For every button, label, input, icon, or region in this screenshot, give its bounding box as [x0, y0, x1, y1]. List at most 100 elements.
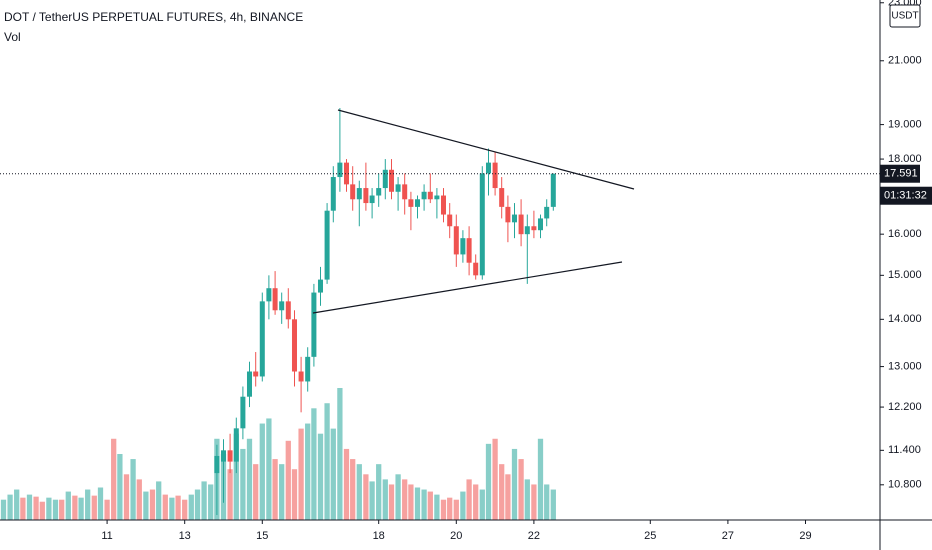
volume-bar: [408, 484, 414, 520]
y-tick-label: 23.000: [888, 0, 922, 9]
candle-body: [382, 169, 388, 189]
volume-bar: [208, 484, 214, 520]
volume-bar: [305, 423, 311, 520]
volume-bar: [123, 474, 130, 520]
countdown: 01:31:32: [884, 190, 927, 202]
candle-body: [440, 195, 446, 215]
volume-bar: [130, 459, 136, 520]
volume-bar: [369, 481, 375, 520]
candle-body: [408, 199, 414, 207]
x-tick-label: 22: [528, 530, 540, 542]
candle-body: [343, 162, 349, 185]
volume-bar: [531, 484, 537, 520]
candle-body: [376, 188, 382, 196]
candle-body: [369, 195, 375, 204]
volume-bar: [544, 484, 550, 520]
volume-bar: [162, 494, 168, 520]
volume-bar: [85, 489, 91, 520]
volume-bar: [447, 497, 453, 520]
candle-body: [537, 218, 544, 231]
candle-body: [485, 162, 492, 174]
volume-bar: [395, 474, 401, 520]
candle-body: [531, 226, 537, 231]
countdown-box: [880, 186, 932, 205]
volume-bar: [434, 494, 440, 520]
volume-bar: [117, 454, 123, 520]
candle-body: [460, 238, 466, 255]
volume-bar: [111, 438, 117, 520]
volume-bar: [233, 433, 239, 520]
volume-bar: [466, 479, 472, 520]
candle-body: [427, 191, 433, 200]
volume-bar: [492, 438, 498, 520]
candle-body: [363, 188, 369, 204]
volume-bar: [253, 464, 259, 520]
y-tick-label: 11.400: [888, 444, 921, 456]
x-tick-label: 20: [450, 530, 462, 542]
candle-body: [291, 319, 298, 372]
y-tick-label: 15.000: [888, 269, 922, 281]
candle-body: [524, 226, 530, 235]
volume-bar: [388, 484, 395, 520]
candle-body: [511, 214, 518, 223]
volume-bar: [550, 489, 556, 520]
candle-body: [414, 199, 421, 207]
volume-bar: [485, 443, 492, 520]
candle-body: [492, 162, 498, 189]
y-tick-label: 18.000: [888, 153, 922, 165]
candle-body: [499, 188, 505, 207]
x-tick-label: 13: [179, 530, 191, 542]
volume-bar: [72, 495, 78, 520]
candle-body: [220, 450, 226, 462]
candle-body: [447, 214, 453, 227]
candle-body: [350, 184, 356, 200]
volume-bar: [188, 494, 194, 520]
candle-body: [272, 288, 278, 311]
volume-bar: [227, 469, 233, 520]
candle-body: [253, 371, 259, 377]
candle-body: [395, 184, 401, 192]
currency: USDT: [891, 11, 918, 22]
volume-bar: [175, 495, 181, 520]
trendline: [337, 109, 635, 190]
volume-bar: [363, 474, 369, 520]
candle-body: [330, 177, 336, 211]
volume-bar: [279, 464, 285, 520]
x-tick-label: 27: [722, 530, 734, 542]
volume-bar: [20, 497, 26, 520]
candle-body: [246, 371, 252, 397]
volume-bar: [291, 469, 298, 520]
candle-body: [550, 173, 556, 207]
y-tick-label: 12.200: [888, 401, 922, 413]
volume-bar: [7, 494, 13, 520]
candle-body: [311, 292, 317, 357]
volume-bar: [382, 479, 388, 520]
volume-bar: [460, 491, 466, 520]
volume-bar: [149, 489, 156, 520]
volume-bar: [537, 438, 544, 520]
volume-bar: [156, 481, 162, 520]
volume-bar: [246, 438, 253, 520]
candle-body: [479, 173, 485, 276]
candle-body: [388, 169, 395, 192]
volume-bar: [182, 499, 188, 520]
candle-body: [453, 226, 459, 255]
volume-bar: [453, 499, 459, 520]
volume-bar: [427, 491, 433, 520]
volume-bar: [194, 489, 201, 520]
candle-body: [240, 396, 246, 429]
last-price-label: 17.591: [884, 168, 918, 180]
volume-bar: [376, 464, 382, 520]
currency-box: [889, 4, 921, 28]
x-tick-label: 11: [101, 530, 112, 542]
candle-body: [227, 450, 233, 462]
volume-bar: [266, 418, 272, 520]
candle-body: [402, 184, 408, 200]
x-tick-label: 15: [256, 530, 268, 542]
volume-bar: [317, 433, 324, 520]
y-tick-label: 13.000: [888, 360, 922, 372]
volume-bar: [499, 464, 505, 520]
y-tick-label: 21.000: [888, 55, 922, 67]
